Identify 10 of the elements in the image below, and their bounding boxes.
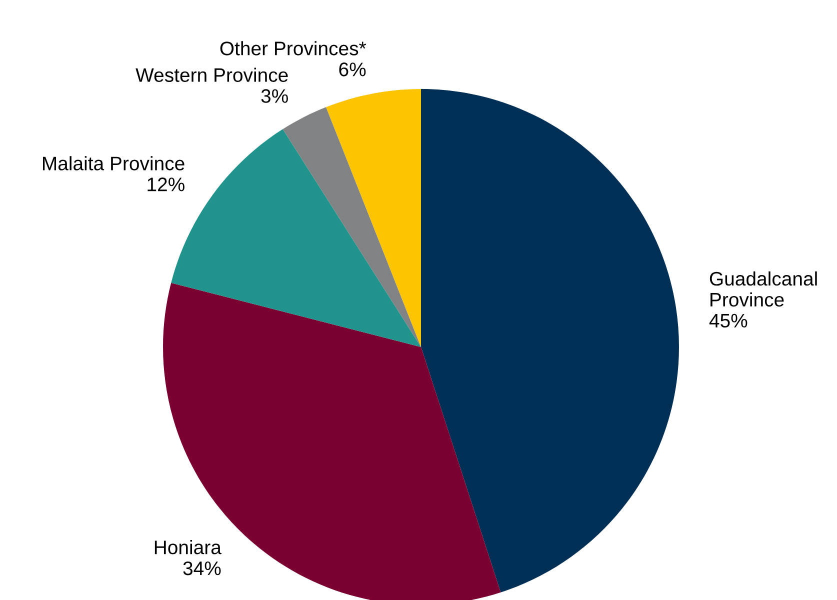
slice-label: Malaita Province (43, 156, 184, 170)
data-label: 12% (148, 178, 184, 192)
slice-label: Other Provinces* (220, 41, 366, 56)
slice-label: Honiara (154, 540, 222, 554)
data-label: 6% (339, 62, 366, 76)
slice-label: Guadalcanal Province (710, 271, 817, 307)
slice-label: Western Province (136, 68, 288, 82)
data-label: 34% (183, 561, 221, 576)
data-label: 3% (261, 89, 288, 103)
data-label: 45% (709, 314, 748, 328)
